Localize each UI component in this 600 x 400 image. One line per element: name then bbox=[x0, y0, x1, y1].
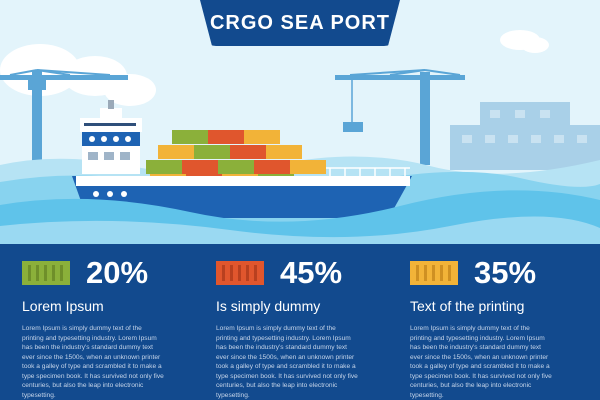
left-crane bbox=[0, 69, 128, 165]
stat-card: 45% Is simply dummy Lorem Ipsum is simpl… bbox=[216, 256, 386, 400]
building-windows bbox=[462, 110, 587, 143]
stat-title: Is simply dummy bbox=[216, 298, 321, 314]
sea-foam bbox=[0, 216, 600, 250]
stat-title: Text of the printing bbox=[410, 298, 525, 314]
stat-percent: 20% bbox=[86, 255, 149, 290]
ship-bridge bbox=[80, 100, 142, 174]
stat-percent: 35% bbox=[474, 255, 537, 290]
stat-percent: 45% bbox=[280, 255, 343, 290]
stat-card: 20% Lorem Ipsum Lorem Ipsum is simply du… bbox=[22, 256, 192, 400]
stat-title: Lorem Ipsum bbox=[22, 298, 104, 314]
green-container-icon bbox=[22, 261, 70, 285]
stat-description: Lorem Ipsum is simply dummy text of the … bbox=[216, 325, 358, 399]
hull-stripe bbox=[76, 176, 410, 186]
stat-card: 35% Text of the printing Lorem Ipsum is … bbox=[410, 256, 580, 400]
stat-description: Lorem Ipsum is simply dummy text of the … bbox=[22, 325, 164, 399]
stats-panel: 20% Lorem Ipsum Lorem Ipsum is simply du… bbox=[0, 244, 600, 400]
cloud-right bbox=[500, 30, 549, 53]
orange-container-icon bbox=[410, 261, 458, 285]
right-crane bbox=[335, 69, 465, 165]
stat-description: Lorem Ipsum is simply dummy text of the … bbox=[410, 325, 552, 399]
red-container-icon bbox=[216, 261, 264, 285]
page-title: CRGO SEA PORT bbox=[200, 0, 400, 46]
portholes bbox=[93, 191, 127, 197]
